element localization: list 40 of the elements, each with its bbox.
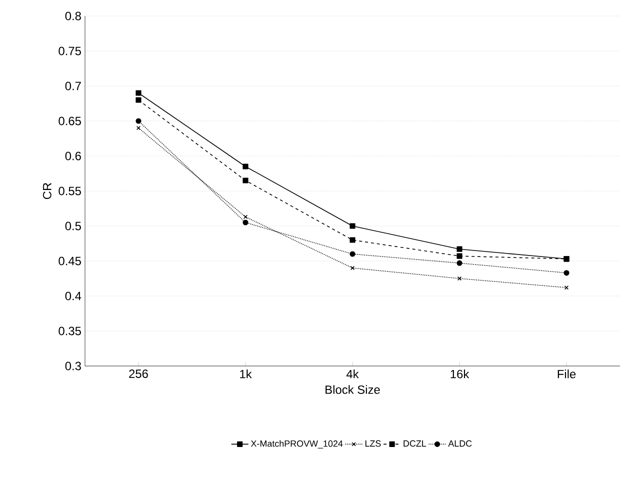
point [564, 286, 569, 290]
point [350, 223, 356, 229]
point [242, 178, 248, 184]
point [136, 97, 142, 103]
x-axis-title: Block Size [326, 385, 380, 394]
y-axis-title: CR [42, 182, 52, 200]
legend-label: LZS [365, 440, 381, 447]
point [457, 276, 462, 281]
y-tick-label: 0.55 [58, 186, 81, 196]
point [136, 118, 142, 124]
point [136, 90, 142, 96]
y-tick-label: 0.3 [65, 362, 81, 370]
point [456, 246, 462, 252]
legend-label: ALDC [448, 440, 472, 447]
x-tick-label: 1k [240, 370, 252, 378]
x-tick-label: 4k [346, 370, 359, 378]
y-tick-label: 0.4 [65, 292, 82, 300]
x-tick-label: 256 [129, 370, 148, 378]
y-tick-label: 0.7 [65, 82, 81, 90]
y-tick-label: 0.75 [58, 46, 81, 56]
point [242, 220, 248, 226]
point [350, 251, 356, 257]
y-tick-label: 0.6 [65, 152, 81, 160]
point [350, 266, 355, 270]
y-tick-label: 0.65 [58, 116, 81, 126]
point [456, 253, 462, 259]
point [350, 237, 356, 243]
legend-label: DCZL [404, 440, 426, 447]
point [243, 214, 248, 219]
y-tick-label: 0.45 [58, 256, 81, 266]
y-tick-label: 0.5 [65, 222, 81, 230]
point [564, 270, 570, 276]
legend-label: X-MatchPROVW_1024 [250, 440, 343, 448]
x-tick-label: File [558, 370, 576, 378]
point [456, 260, 462, 266]
y-tick-label: 0.35 [58, 326, 81, 336]
point [136, 126, 141, 130]
y-tick-label: 0.8 [65, 12, 81, 20]
point [242, 164, 248, 170]
x-tick-label: 16k [450, 370, 470, 378]
